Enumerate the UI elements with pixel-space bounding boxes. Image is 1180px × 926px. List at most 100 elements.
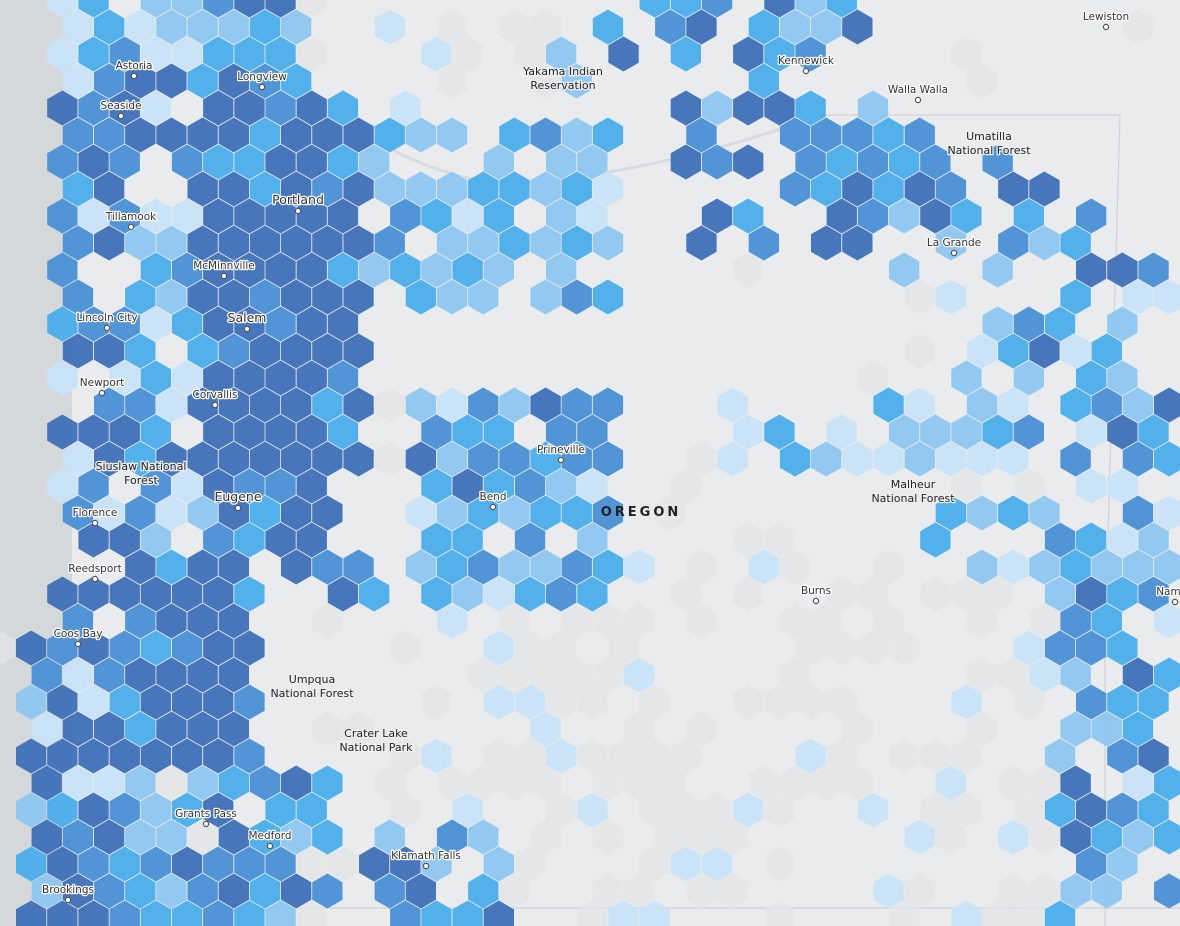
- hex-cell: [546, 144, 577, 180]
- city-dot: [489, 503, 497, 511]
- hex-cell: [499, 387, 530, 423]
- hex-cell: [249, 873, 281, 909]
- hex-cell: [343, 387, 374, 423]
- hex-cell: [530, 387, 561, 423]
- hex-cell: [281, 765, 312, 801]
- hex-cell: [655, 819, 686, 855]
- hex-cell: [436, 819, 468, 855]
- hex-cell: [436, 9, 468, 45]
- hex-cell: [405, 495, 436, 531]
- hex-cell: [998, 657, 1029, 693]
- hex-cell: [982, 252, 1013, 288]
- hex-cell: [1154, 495, 1180, 531]
- hex-cell: [234, 630, 265, 666]
- hex-cell: [639, 684, 670, 720]
- hex-cell: [577, 468, 608, 504]
- hex-cell: [405, 279, 436, 315]
- hex-cell: [0, 630, 16, 666]
- hex-cell: [546, 576, 577, 612]
- hex-cell: [1076, 522, 1107, 558]
- hex-cell: [1107, 522, 1138, 558]
- hex-cell: [561, 603, 592, 639]
- hex-cell: [966, 441, 998, 477]
- hex-cell: [156, 387, 187, 423]
- hex-cell: [16, 738, 47, 774]
- hex-cell: [31, 819, 62, 855]
- city-dot: [950, 249, 958, 257]
- hex-cell: [343, 333, 374, 369]
- hex-cell: [140, 90, 171, 126]
- hex-cell: [546, 36, 577, 72]
- hex-cell: [47, 144, 78, 180]
- area-label: Reservation: [530, 79, 595, 92]
- city-dot: [91, 519, 99, 527]
- hex-cell: [655, 495, 686, 531]
- hex-cell: [218, 333, 249, 369]
- hex-cell: [62, 603, 94, 639]
- hex-cell: [296, 414, 327, 450]
- hex-cell: [826, 414, 857, 450]
- hex-cell: [78, 414, 109, 450]
- hex-cell: [624, 603, 655, 639]
- hex-cell: [281, 9, 312, 45]
- hex-cell: [78, 900, 109, 926]
- hex-cell: [109, 36, 140, 72]
- hex-cell: [920, 414, 951, 450]
- hex-cell: [452, 252, 483, 288]
- city-dot: [130, 72, 138, 80]
- hex-cell: [312, 549, 343, 585]
- hex-cell: [405, 441, 436, 477]
- hex-cell: [514, 522, 546, 558]
- hex-cell: [1076, 414, 1107, 450]
- hex-cell: [733, 252, 764, 288]
- hex-cell: [889, 738, 920, 774]
- hex-cell: [296, 144, 327, 180]
- hex-cell: [265, 36, 296, 72]
- hex-cell: [592, 819, 624, 855]
- hex-cell: [343, 549, 374, 585]
- city-label: Astoria: [116, 60, 153, 72]
- hex-cell: [421, 684, 452, 720]
- hex-cell: [779, 549, 811, 585]
- hex-cell: [140, 738, 171, 774]
- city-label: La Grande: [927, 237, 981, 249]
- hex-cell: [592, 441, 624, 477]
- hex-cell: [1013, 360, 1044, 396]
- hex-cell: [1013, 306, 1044, 342]
- hex-cell: [265, 522, 296, 558]
- hex-cell: [966, 63, 998, 99]
- hex-cell: [795, 144, 826, 180]
- hex-cell: [920, 198, 951, 234]
- hex-cell: [452, 414, 483, 450]
- hex-cell: [530, 549, 561, 585]
- hex-cell: [62, 765, 94, 801]
- hex-cell: [514, 846, 546, 882]
- hex-cell: [951, 414, 982, 450]
- hex-cell: [624, 549, 655, 585]
- hex-cell: [842, 9, 873, 45]
- hex-cell: [327, 414, 359, 450]
- hex-cell: [62, 495, 94, 531]
- hex-cell: [47, 306, 78, 342]
- hex-cell: [733, 414, 764, 450]
- hex-cell: [78, 36, 109, 72]
- hex-cell: [795, 738, 826, 774]
- hex-cell: [94, 765, 125, 801]
- city-dot: [294, 207, 302, 215]
- hex-cell: [546, 738, 577, 774]
- hex-cell: [639, 738, 670, 774]
- city-dot: [1102, 23, 1110, 31]
- city-dot: [914, 96, 922, 104]
- hex-cell: [31, 765, 62, 801]
- hex-cell: [62, 171, 94, 207]
- hex-cell: [499, 441, 530, 477]
- hex-cell: [530, 657, 561, 693]
- hex-cell: [826, 630, 857, 666]
- hex-cell: [998, 819, 1029, 855]
- hex-cell: [109, 90, 140, 126]
- hex-cell: [733, 522, 764, 558]
- hex-cell: [374, 441, 405, 477]
- hex-cell: [234, 198, 265, 234]
- hex-cell: [1044, 576, 1076, 612]
- hex-cell: [436, 171, 468, 207]
